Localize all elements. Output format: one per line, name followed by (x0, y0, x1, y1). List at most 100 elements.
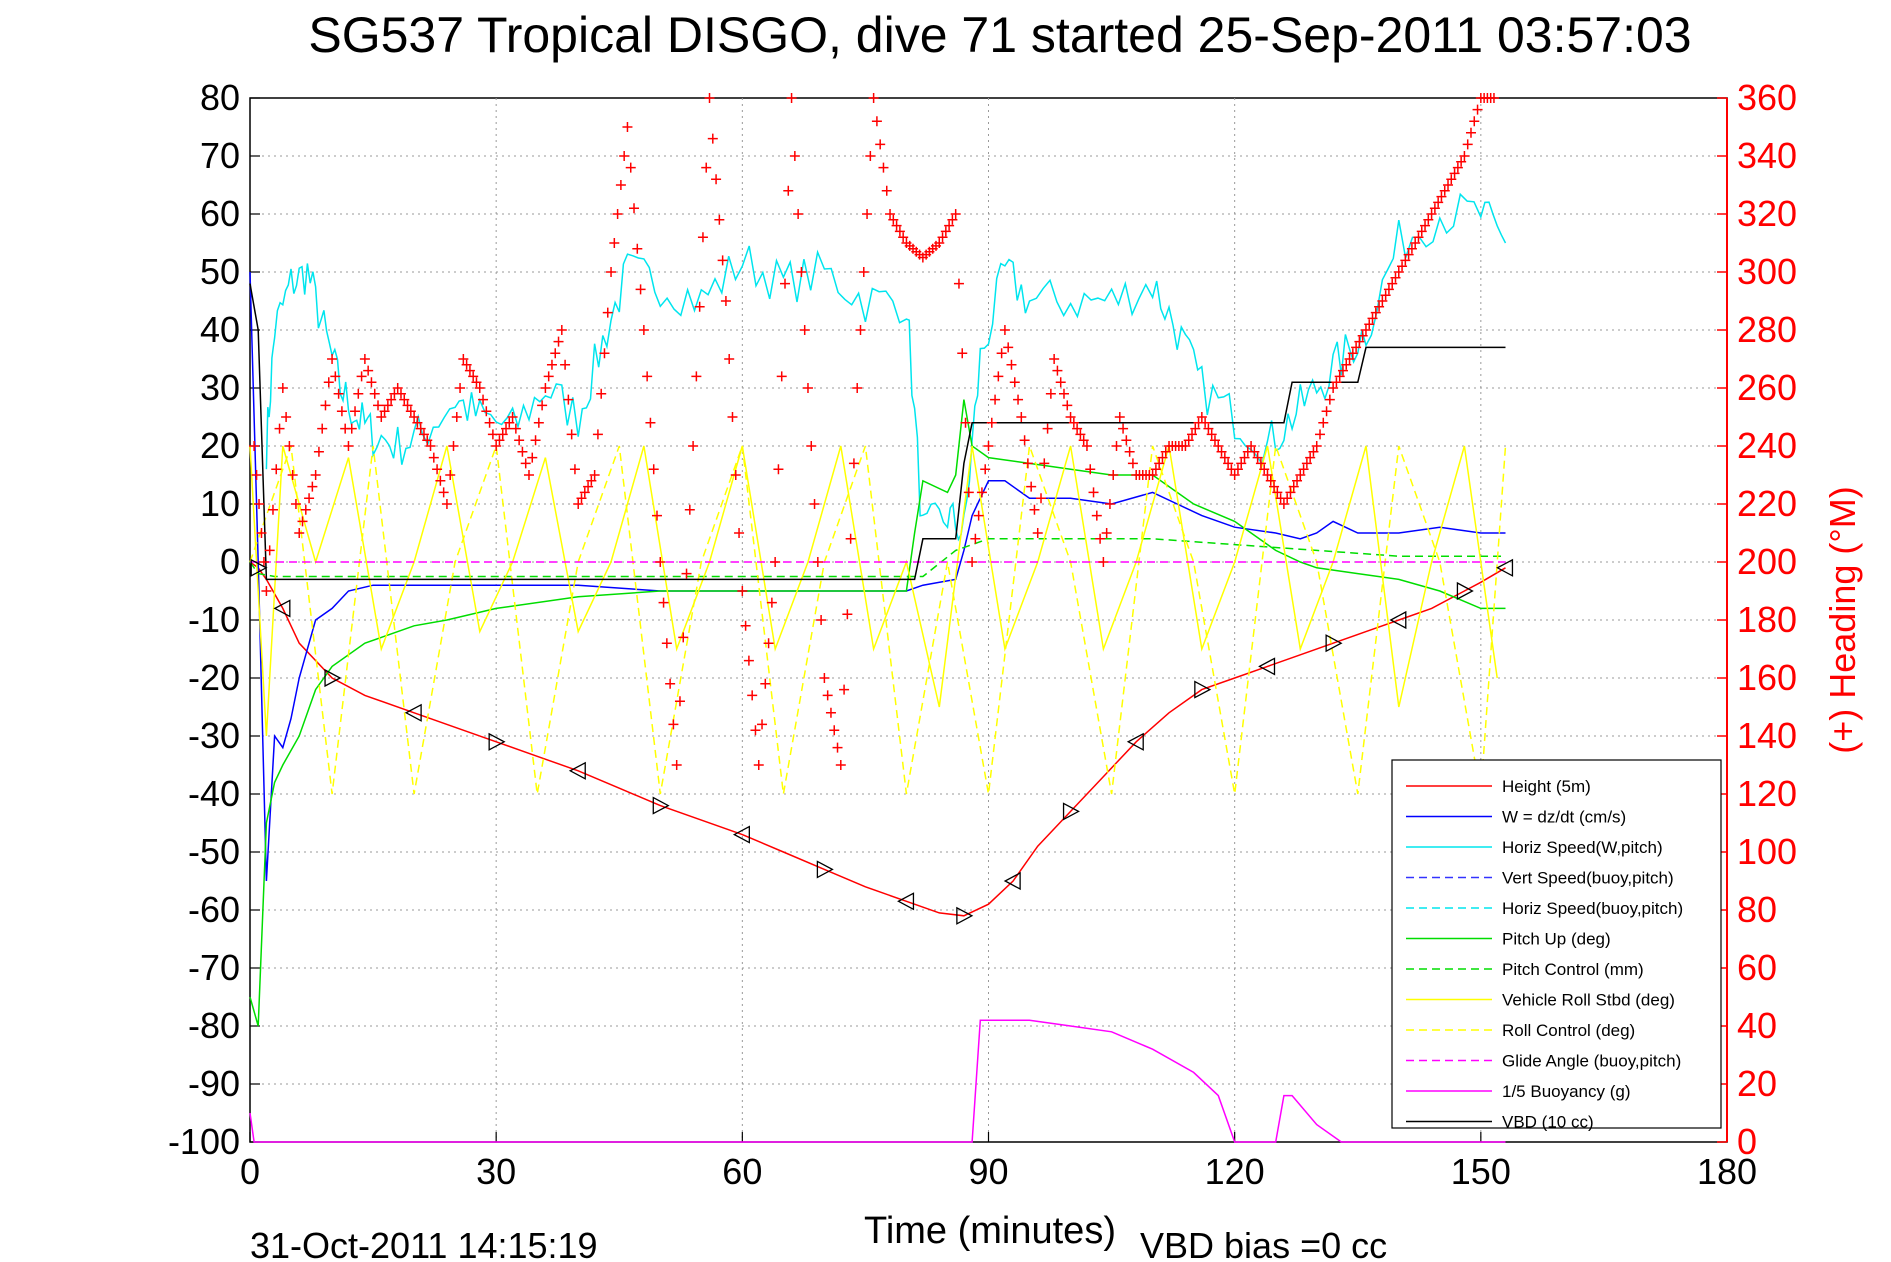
y-tick-label: 10 (200, 483, 240, 524)
y-tick-label: 80 (200, 77, 240, 118)
heading-marker (835, 760, 846, 770)
heading-marker (1187, 429, 1197, 440)
heading-marker (1321, 406, 1332, 417)
heading-marker (783, 185, 794, 196)
x-axis-ticks: 0 30 60 90 120 150 180 (240, 1132, 1757, 1192)
heading-marker (1298, 464, 1309, 475)
heading-marker (845, 533, 856, 544)
heading-marker (428, 452, 439, 463)
heading-marker (1282, 493, 1293, 504)
heading-markers (249, 93, 1499, 770)
heading-marker (642, 371, 653, 382)
y2-tick-label: 80 (1737, 889, 1777, 930)
heading-marker (1223, 458, 1234, 469)
heading-marker (655, 557, 666, 567)
heading-marker (970, 533, 981, 544)
heading-marker (740, 620, 751, 631)
y2-tick-label: 200 (1737, 541, 1797, 582)
heading-marker (376, 412, 387, 422)
heading-marker (409, 412, 420, 422)
heading-marker (1042, 423, 1053, 434)
heading-marker (990, 394, 1001, 405)
heading-marker (720, 296, 731, 306)
heading-marker (891, 220, 902, 231)
heading-marker (1403, 249, 1414, 260)
heading-marker (373, 400, 384, 411)
heading-marker (1301, 458, 1312, 469)
heading-marker (1078, 435, 1089, 446)
heading-marker (1285, 487, 1296, 498)
heading-marker (592, 429, 603, 440)
heading-marker (1246, 441, 1257, 451)
heading-marker (1055, 377, 1066, 388)
height-marker (250, 558, 268, 577)
heading-marker (651, 510, 662, 521)
heading-marker (1429, 203, 1440, 214)
heading-marker (622, 122, 633, 132)
heading-marker (1058, 388, 1069, 399)
x-tick-label: 150 (1451, 1151, 1511, 1192)
legend-box (1391, 759, 1722, 1129)
heading-marker (274, 423, 285, 434)
y-axis-ticks: -100-90-80-70-60-50-40-30-20-10010203040… (168, 77, 260, 1162)
heading-marker (1255, 458, 1266, 469)
heading-marker (819, 673, 830, 683)
heading-marker (697, 232, 708, 243)
heading-marker (290, 499, 301, 509)
series-line (249, 445, 1507, 795)
height-marker (1126, 732, 1144, 751)
heading-marker (711, 174, 722, 185)
heading-marker (1183, 435, 1194, 446)
heading-marker (261, 586, 272, 596)
heading-marker (727, 412, 738, 422)
heading-marker (684, 504, 695, 515)
heading-marker (1160, 446, 1171, 457)
heading-marker (1249, 446, 1260, 457)
heading-marker (310, 470, 321, 480)
heading-marker (540, 383, 551, 393)
heading-marker (855, 325, 866, 335)
heading-marker (1377, 296, 1388, 306)
heading-marker (766, 597, 777, 608)
legend-label: Pitch Up (deg) (1502, 930, 1611, 949)
heading-marker (1150, 464, 1161, 475)
heading-marker (770, 557, 781, 567)
heading-marker (802, 383, 813, 393)
heading-marker (573, 499, 584, 509)
heading-marker (980, 464, 991, 475)
heading-marker (1039, 458, 1050, 469)
heading-marker (307, 481, 318, 492)
heading-marker (1465, 127, 1476, 138)
heading-marker (757, 719, 768, 730)
heading-marker (825, 707, 836, 718)
heading-marker (694, 301, 705, 312)
heading-marker (609, 238, 620, 248)
series-line (249, 561, 1506, 917)
height-marker (488, 732, 506, 751)
heading-marker (1003, 342, 1014, 353)
heading-marker (474, 383, 485, 393)
heading-marker (661, 638, 672, 649)
heading-marker (323, 377, 334, 388)
heading-marker (1446, 174, 1457, 185)
heading-marker (514, 435, 525, 446)
legend-label: Horiz Speed(buoy,pitch) (1502, 899, 1683, 918)
heading-marker (294, 528, 305, 538)
heading-marker (1272, 487, 1283, 498)
heading-marker (320, 400, 331, 411)
heading-marker (957, 348, 968, 359)
heading-marker (1459, 151, 1470, 161)
heading-marker (743, 655, 754, 666)
heading-marker (648, 464, 659, 475)
heading-marker (1104, 499, 1115, 509)
x-tick-label: 30 (476, 1151, 516, 1192)
heading-marker (461, 359, 472, 370)
heading-marker (1095, 533, 1106, 544)
heading-marker (494, 435, 505, 446)
heading-marker (425, 441, 436, 451)
heading-marker (1068, 417, 1079, 428)
heading-marker (1341, 359, 1352, 370)
heading-marker (674, 696, 685, 707)
heading-marker (386, 394, 397, 405)
heading-marker (858, 267, 869, 277)
